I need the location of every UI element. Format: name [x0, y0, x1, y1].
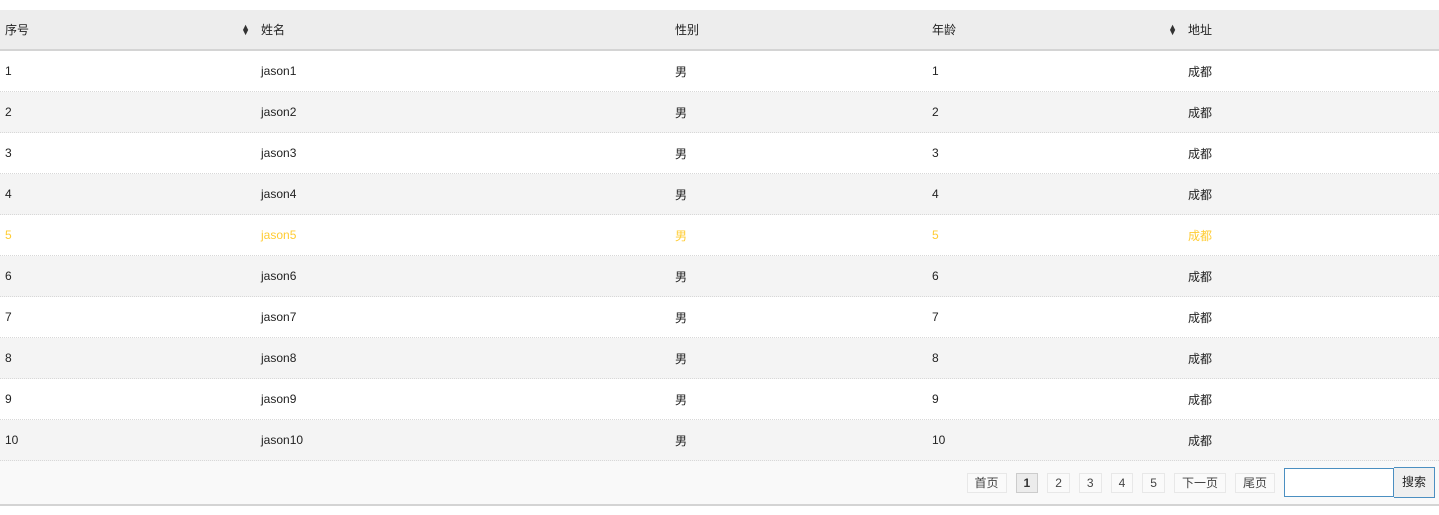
header-age[interactable]: 年龄 ▲ ▼ [932, 21, 1177, 37]
table-cell: 10 [932, 433, 946, 447]
table-cell: 6 [5, 269, 12, 283]
table-cell: 7 [5, 310, 12, 324]
page-2-button[interactable]: 2 [1047, 472, 1070, 493]
table-body: 1 jason1 男 1 成都 2 jason2 男 2 成都 3 jason3 男 3 成都 4 jason4… [0, 51, 1439, 461]
table-cell: 6 [932, 269, 939, 283]
table-row[interactable]: 9 jason9 男 9 成都 [0, 379, 1439, 420]
table-cell: 9 [5, 392, 12, 406]
table-cell: 4 [932, 187, 939, 201]
table-cell: jason3 [261, 146, 297, 160]
table-cell: 成都 [1188, 105, 1213, 120]
data-table: 序号 ▲ ▼ 姓名 性别 年龄 ▲ ▼ 地址 1 jason1 男 1 成都 2 jason2 男 2 成… [0, 10, 1439, 506]
table-cell: 男 [675, 228, 688, 243]
table-cell: 8 [932, 351, 939, 365]
table-row[interactable]: 4 jason4 男 4 成都 [0, 174, 1439, 215]
table-cell: 7 [932, 310, 939, 324]
table-cell: 男 [675, 310, 688, 325]
header-name: 姓名 [261, 23, 286, 37]
table-cell: 成都 [1188, 64, 1213, 79]
table-row[interactable]: 8 jason8 男 8 成都 [0, 338, 1439, 379]
table-cell: jason8 [261, 351, 297, 365]
table-cell: 男 [675, 351, 688, 366]
table-cell: 男 [675, 146, 688, 161]
table-cell: 男 [675, 187, 688, 202]
table-cell: 成都 [1188, 351, 1213, 366]
header-seq[interactable]: 序号 ▲ ▼ [5, 21, 250, 37]
table-cell: jason6 [261, 269, 297, 283]
sort-icon[interactable]: ▲ ▼ [1168, 21, 1177, 37]
table-cell: jason2 [261, 105, 297, 119]
table-cell: 1 [5, 64, 12, 78]
table-cell: 成都 [1188, 392, 1213, 407]
table-cell: 8 [5, 351, 12, 365]
table-row[interactable]: 3 jason3 男 3 成都 [0, 133, 1439, 174]
table-row[interactable]: 6 jason6 男 6 成都 [0, 256, 1439, 297]
page-3-button[interactable]: 3 [1078, 472, 1102, 493]
table-cell: jason4 [261, 187, 297, 201]
table-cell: 男 [675, 64, 688, 79]
header-address: 地址 [1188, 23, 1213, 37]
table-cell: 男 [675, 269, 688, 284]
first-page-button[interactable]: 首页 [966, 472, 1007, 493]
table-cell: 成都 [1188, 433, 1213, 448]
table-row[interactable]: 7 jason7 男 7 成都 [0, 297, 1439, 338]
table-cell: jason10 [261, 433, 304, 447]
pagination-bar: 首页 1 2 3 4 5 下一页 尾页 搜索 [0, 461, 1439, 506]
page-5-button[interactable]: 5 [1142, 472, 1165, 493]
table-cell: 4 [5, 187, 12, 201]
table-cell: 9 [932, 392, 939, 406]
next-page-button[interactable]: 下一页 [1173, 472, 1226, 493]
table-cell: 5 [5, 228, 12, 242]
table-row[interactable]: 2 jason2 男 2 成都 [0, 92, 1439, 133]
table-cell: 男 [675, 105, 688, 120]
sort-icon[interactable]: ▲ ▼ [241, 21, 250, 37]
table-cell: 2 [932, 105, 939, 119]
table-cell: 3 [932, 146, 939, 160]
table-cell: 成都 [1188, 310, 1213, 325]
table-cell: jason1 [261, 64, 297, 78]
table-header: 序号 ▲ ▼ 姓名 性别 年龄 ▲ ▼ 地址 [0, 10, 1439, 51]
table-cell: 3 [5, 146, 12, 160]
table-row[interactable]: 10 jason10 男 10 成都 [0, 420, 1439, 461]
table-cell: 成都 [1188, 228, 1213, 243]
table-cell: 成都 [1188, 269, 1213, 284]
table-row[interactable]: 5 jason5 男 5 成都 [0, 215, 1439, 256]
page-1-button[interactable]: 1 [1015, 472, 1039, 493]
table-row[interactable]: 1 jason1 男 1 成都 [0, 51, 1439, 92]
table-cell: 5 [932, 228, 939, 242]
page-search-input[interactable] [1283, 468, 1394, 497]
table-cell: jason5 [261, 228, 297, 242]
table-cell: 2 [5, 105, 12, 119]
table-cell: jason9 [261, 392, 297, 406]
last-page-button[interactable]: 尾页 [1234, 472, 1275, 493]
table-cell: 成都 [1188, 187, 1213, 202]
header-gender: 性别 [675, 23, 700, 37]
table-cell: 男 [675, 433, 688, 448]
table-cell: 10 [5, 433, 19, 447]
table-cell: 1 [932, 64, 939, 78]
page-4-button[interactable]: 4 [1110, 472, 1134, 493]
table-cell: 男 [675, 392, 688, 407]
search-button[interactable]: 搜索 [1393, 467, 1435, 498]
table-cell: jason7 [261, 310, 297, 324]
table-cell: 成都 [1188, 146, 1213, 161]
